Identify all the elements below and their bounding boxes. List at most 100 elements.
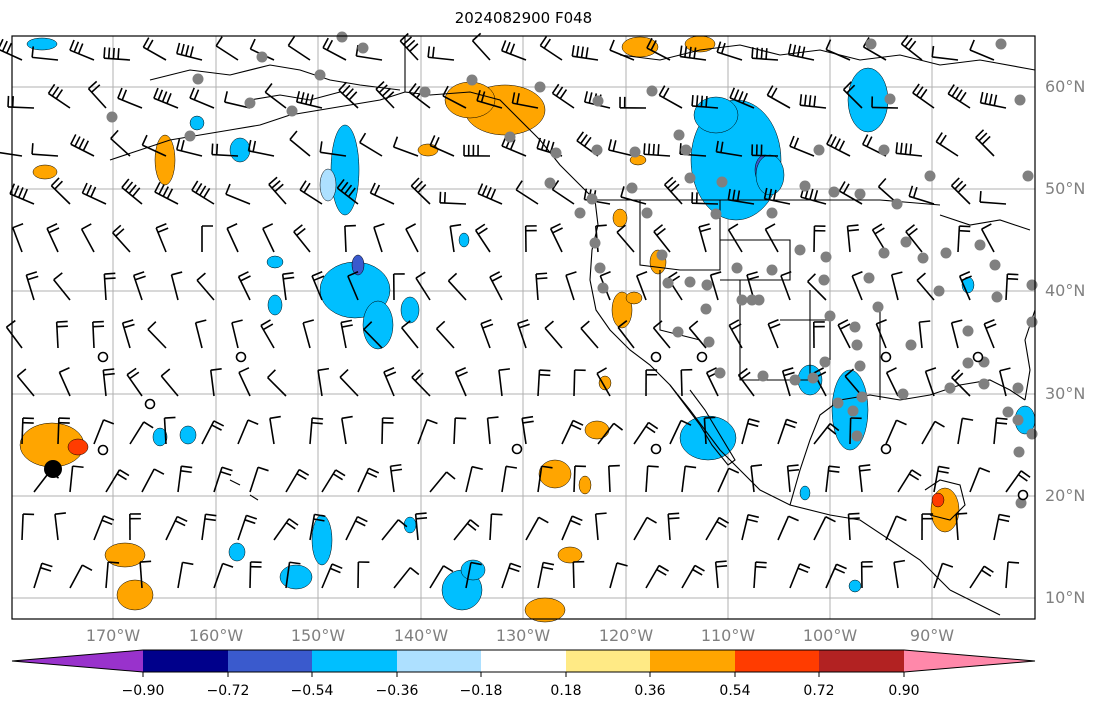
wind-barb <box>103 47 131 61</box>
station-marker <box>1026 428 1038 440</box>
barb-flag <box>160 368 171 377</box>
barb-staff <box>471 40 491 61</box>
barb-flag <box>662 87 670 98</box>
barb-staff <box>287 44 311 61</box>
barb-staff <box>896 152 923 157</box>
barb-flag <box>199 185 207 196</box>
wind-barb <box>885 515 907 541</box>
wind-barb <box>165 515 188 541</box>
wind-barb <box>851 271 863 301</box>
barb-staff <box>341 418 347 445</box>
barb-flag <box>319 141 323 153</box>
barb-flag <box>834 567 846 574</box>
station-marker <box>851 339 863 351</box>
barb-flag <box>505 41 511 53</box>
barb-flag <box>536 272 548 275</box>
barb-flag <box>792 44 797 56</box>
wind-barb <box>573 465 586 493</box>
wind-barb <box>54 512 66 541</box>
barb-flag <box>985 323 997 329</box>
wind-barb <box>201 420 225 445</box>
barb-flag <box>538 516 549 524</box>
barb-staff <box>12 227 23 253</box>
wind-barb <box>767 319 781 349</box>
shaded-region <box>32 164 58 180</box>
barb-staff <box>764 228 779 253</box>
wind-barb <box>777 515 799 541</box>
barb-flag <box>314 513 326 518</box>
barb-flag <box>768 188 773 200</box>
wind-barb <box>471 32 491 61</box>
station-marker <box>1014 94 1026 106</box>
wind-barb <box>336 178 359 205</box>
barb-flag <box>789 135 795 147</box>
wind-barb <box>112 224 131 253</box>
barb-flag <box>954 372 964 382</box>
barb-flag <box>979 91 984 103</box>
barb-staff <box>117 97 143 109</box>
barb-flag <box>182 561 194 566</box>
barb-flag <box>103 372 115 376</box>
barb-flag <box>908 185 914 197</box>
wind-barb <box>807 273 827 301</box>
barb-flag <box>231 319 243 324</box>
wind-barb <box>908 185 935 205</box>
wind-barb <box>993 513 1011 541</box>
barb-flag <box>329 567 341 574</box>
barb-flag <box>695 95 699 107</box>
wind-barb <box>209 368 222 397</box>
barb-flag <box>746 518 758 523</box>
barb-flag <box>539 36 548 47</box>
wind-barb <box>993 417 1008 445</box>
barb-flag <box>874 227 885 235</box>
barb-flag <box>694 564 705 572</box>
station-marker <box>106 111 118 123</box>
barb-staff <box>644 153 671 157</box>
lon-label: 140°W <box>393 626 449 645</box>
wind-barb <box>347 271 359 301</box>
barb-flag <box>508 567 520 573</box>
barb-flag <box>656 227 666 236</box>
wind-barb <box>717 467 740 493</box>
barb-flag <box>246 514 258 520</box>
barb-staff <box>924 371 935 397</box>
barb-flag <box>691 94 694 107</box>
wind-barb <box>580 320 599 349</box>
barb-flag <box>375 81 385 90</box>
barb-staff <box>714 562 719 589</box>
barb-flag <box>636 271 648 277</box>
barb-flag <box>185 45 190 57</box>
barb-flag <box>515 180 523 191</box>
barb-staff <box>248 150 275 157</box>
barb-flag <box>260 319 271 327</box>
barb-flag <box>896 419 907 426</box>
station-marker <box>854 360 866 372</box>
shaded-region <box>538 459 572 489</box>
shaded-region <box>228 542 246 562</box>
barb-staff <box>807 281 827 301</box>
barb-flag <box>732 189 736 201</box>
barb-staff <box>112 232 131 253</box>
barb-flag <box>937 470 949 474</box>
station-marker <box>900 236 912 248</box>
station-marker <box>1012 382 1024 394</box>
barb-flag <box>359 132 367 143</box>
barb-flag <box>788 515 799 522</box>
wind-barb <box>357 561 370 589</box>
calm-station-marker <box>880 443 892 455</box>
barb-flag <box>787 464 799 467</box>
calm-station-marker <box>97 351 109 363</box>
wind-barb <box>289 130 311 157</box>
wind-barb <box>842 81 863 109</box>
barb-staff <box>411 376 431 397</box>
barb-flag <box>706 367 717 374</box>
station-marker <box>662 277 674 289</box>
barb-flag <box>780 271 792 277</box>
wind-barb <box>417 418 438 445</box>
barb-flag <box>491 275 503 282</box>
barb-flag <box>480 319 492 325</box>
barb-flag <box>607 139 613 151</box>
barb-flag <box>282 272 294 276</box>
barb-flag <box>340 181 349 192</box>
barb-flag <box>498 368 510 371</box>
